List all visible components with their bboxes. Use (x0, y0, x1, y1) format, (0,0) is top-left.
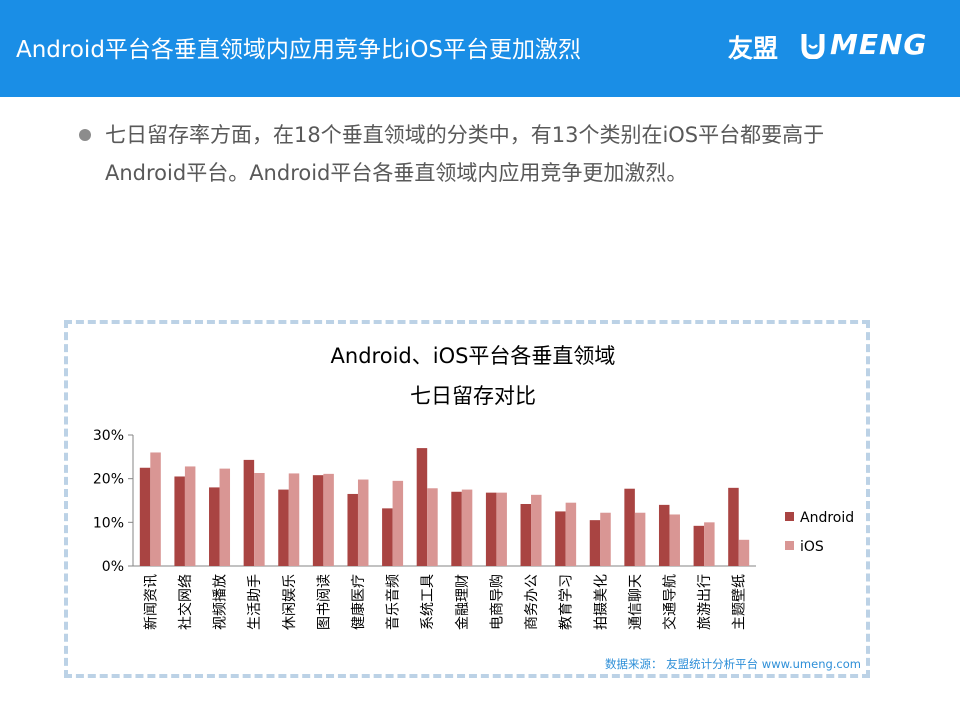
legend-label-ios: iOS (800, 539, 824, 555)
bar-ios (392, 480, 404, 566)
x-category-label: 新闻资讯 (143, 574, 159, 630)
bar-android (209, 487, 220, 566)
x-category-label: 系统工具 (420, 574, 436, 630)
bar-ios (150, 452, 161, 566)
bar-ios (531, 494, 542, 566)
x-category-label: 电商导购 (489, 574, 505, 630)
x-category-label: 视频播放 (213, 574, 229, 630)
bar-android (312, 475, 324, 566)
x-category-label: 社交网络 (177, 574, 194, 630)
bar-ios (669, 514, 680, 566)
header-bar: Android平台各垂直领域内应用竞争比iOS平台更加激烈 友盟 MENG (0, 0, 960, 97)
x-category-label: 生活助手 (247, 574, 263, 630)
bar-android (139, 467, 151, 566)
bar-android (624, 488, 635, 566)
bar-ios (219, 468, 231, 566)
y-tick-label: 30% (93, 428, 124, 444)
x-category-label: 金融理财 (455, 574, 471, 630)
legend-label-android: Android (800, 510, 854, 526)
logo-text-cn: 友盟 (728, 34, 779, 63)
bar-ios (461, 489, 473, 566)
bar-android (416, 448, 428, 566)
bar-ios (357, 479, 369, 566)
x-category-label: 休闲娱乐 (282, 574, 298, 630)
bar-ios (496, 492, 507, 566)
logo-text-en: MENG (830, 28, 928, 61)
x-category-label: 拍摄美化 (593, 574, 609, 630)
x-category-label: 图书阅读 (315, 574, 332, 630)
bar-android (174, 476, 185, 566)
bar-ios (600, 512, 611, 566)
bullet-dot (79, 129, 91, 141)
x-category-label: 旅游出行 (697, 574, 713, 630)
x-category-label: 健康医疗 (350, 574, 367, 630)
y-tick-label: 10% (93, 515, 124, 531)
bar-android (451, 491, 462, 566)
bar-android (728, 487, 739, 566)
y-tick-label: 0% (102, 559, 124, 575)
bar-ios (184, 466, 196, 566)
bar-android (382, 508, 393, 566)
bar-ios (323, 473, 334, 566)
chart-title-line: 七日留存对比 (410, 384, 536, 408)
umeng-u-icon (801, 34, 825, 59)
legend-swatch-android (785, 512, 794, 521)
bar-ios (634, 512, 646, 566)
x-category-label: 交通导航 (661, 574, 678, 630)
bar-android (278, 489, 289, 566)
bar-ios (704, 522, 715, 566)
x-category-label: 商务办公 (524, 574, 540, 630)
x-category-label: 教育学习 (559, 574, 575, 630)
x-category-label: 主题壁纸 (732, 574, 748, 630)
bullet-text: 七日留存率方面，在18个垂直领域的分类中，有13个类别在iOS平台都要高于And… (105, 123, 825, 185)
bar-ios (738, 539, 750, 566)
bar-android (243, 459, 255, 566)
bar-android (347, 493, 358, 566)
x-category-label: 通信聊天 (628, 574, 644, 630)
x-category-label: 音乐音频 (385, 574, 402, 630)
legend-swatch-ios (785, 541, 794, 550)
bar-ios (565, 502, 577, 566)
bar-android (520, 503, 532, 566)
bar-android (589, 520, 601, 566)
bar-ios (427, 488, 438, 566)
data-source-note: 数据来源： 友盟统计分析平台 www.umeng.com (605, 657, 861, 671)
bar-ios (288, 473, 300, 566)
chart-title-line: Android、iOS平台各垂直领域 (331, 344, 616, 368)
chart-frame: Android、iOS平台各垂直领域 七日留存对比 0% 10% 20% 30% 新闻资讯 社… (64, 320, 870, 678)
bar-ios (254, 472, 265, 566)
bar-android (658, 504, 670, 566)
page-title: Android平台各垂直领域内应用竞争比iOS平台更加激烈 (16, 37, 582, 63)
y-tick-label: 20% (93, 472, 124, 488)
bar-android (485, 492, 497, 566)
bar-android (555, 511, 566, 566)
bar-android (693, 525, 705, 566)
